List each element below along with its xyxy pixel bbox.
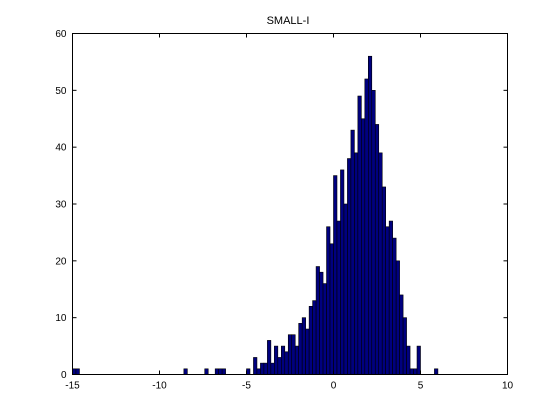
histogram-bar xyxy=(343,203,348,375)
histogram-bar xyxy=(392,237,397,375)
y-tick-label: 10 xyxy=(55,313,67,324)
histogram-bar xyxy=(413,368,418,375)
histogram-bar xyxy=(354,152,359,375)
histogram-bar xyxy=(395,260,400,375)
x-tick-label: -15 xyxy=(65,381,80,392)
histogram-bar xyxy=(256,368,261,375)
histogram-bar xyxy=(294,345,300,375)
histogram-bar xyxy=(350,129,355,375)
histogram-bar xyxy=(322,283,327,375)
histogram-bar xyxy=(280,345,286,375)
histogram-bar xyxy=(298,323,303,375)
histogram-bar xyxy=(364,78,369,375)
histogram-bar xyxy=(402,317,407,375)
histogram-bar xyxy=(214,368,219,375)
histogram-bar xyxy=(267,340,272,375)
histogram-bar xyxy=(315,266,320,375)
histogram-bar xyxy=(381,186,387,375)
chart-title: SMALL-I xyxy=(267,15,310,27)
histogram-bar xyxy=(333,175,338,375)
histogram-bar xyxy=(308,305,313,375)
histogram-bar xyxy=(409,368,414,375)
histogram-bar xyxy=(406,345,411,375)
y-axis: 0 10 20 30 40 50 60 xyxy=(55,29,508,381)
histogram-bar xyxy=(357,95,362,375)
histogram-bar xyxy=(246,368,251,375)
y-tick-label: 50 xyxy=(55,86,67,97)
histogram-bar xyxy=(378,152,383,375)
histogram-bar xyxy=(221,368,226,375)
y-tick-label: 20 xyxy=(55,256,67,267)
x-tick-label: 0 xyxy=(331,381,337,392)
histogram-bar xyxy=(319,271,324,375)
histogram-bar xyxy=(336,220,341,375)
histogram-bar xyxy=(287,334,293,375)
y-tick-label: 60 xyxy=(55,29,67,40)
histogram-bar xyxy=(263,362,268,375)
histogram-bar xyxy=(340,169,345,375)
histogram-bar xyxy=(260,362,265,375)
histogram-bar xyxy=(385,226,390,375)
histogram-bar xyxy=(374,124,380,375)
histogram-bar xyxy=(416,345,421,375)
histogram-bars xyxy=(72,55,439,375)
x-tick-label: 5 xyxy=(418,381,424,392)
histogram-bar xyxy=(371,90,376,375)
histogram-bar xyxy=(75,368,80,375)
x-tick-label: -10 xyxy=(152,381,167,392)
histogram-bar xyxy=(277,357,282,375)
histogram-bar xyxy=(291,334,296,375)
histogram-bar xyxy=(183,368,188,375)
histogram-bar xyxy=(284,351,289,375)
histogram-bar xyxy=(434,368,439,375)
histogram-bar xyxy=(305,328,310,375)
y-tick-label: 40 xyxy=(55,143,67,154)
histogram-bar xyxy=(326,226,331,375)
histogram-bar xyxy=(218,368,223,375)
histogram-bar xyxy=(253,357,258,375)
y-tick-label: 30 xyxy=(55,200,67,211)
histogram-bar xyxy=(204,368,209,375)
histogram-bar xyxy=(367,55,373,375)
histogram-bar xyxy=(361,118,366,375)
histogram-bar xyxy=(274,345,279,375)
histogram-bar xyxy=(399,294,404,375)
histogram-bar xyxy=(301,317,306,375)
histogram-bar xyxy=(329,243,334,375)
x-axis: -15 -10 -5 0 5 10 xyxy=(65,33,514,392)
histogram-bar xyxy=(347,158,352,375)
x-tick-label: -5 xyxy=(242,381,251,392)
x-tick-label: 10 xyxy=(502,381,514,392)
histogram-bar xyxy=(312,300,317,375)
histogram-bar xyxy=(72,368,77,375)
histogram-bar xyxy=(270,362,275,375)
histogram-bar xyxy=(388,220,393,375)
y-tick-label: 0 xyxy=(61,370,67,381)
